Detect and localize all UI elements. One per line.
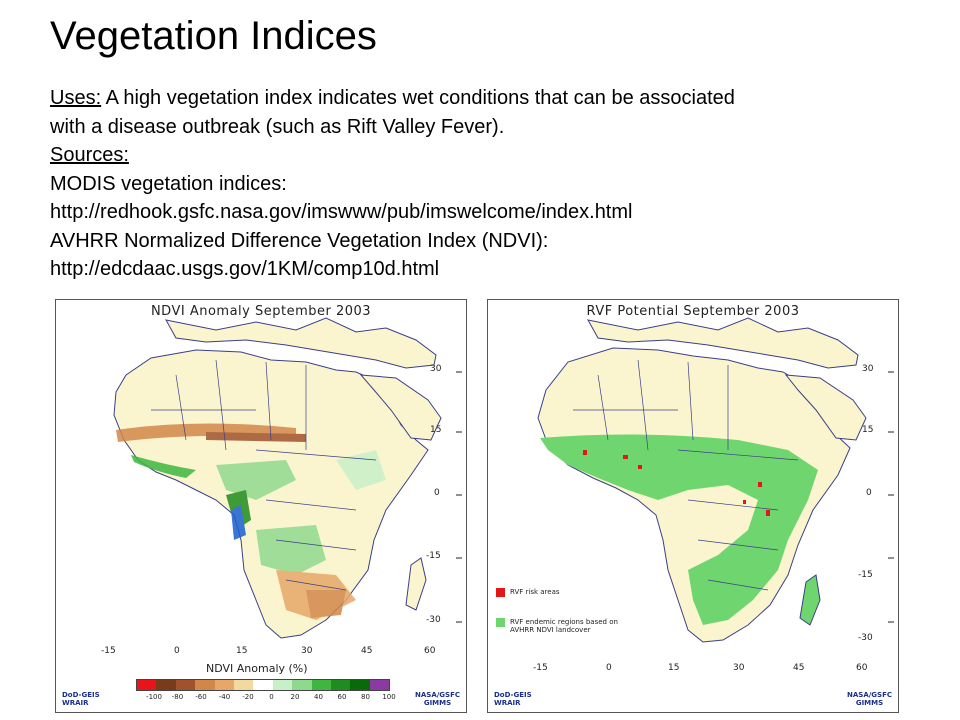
colorbar-swatch <box>292 680 312 690</box>
colorbar-ticks: -100 -80 -60 -40 -20 0 20 40 60 80 100 <box>116 693 416 703</box>
colorbar-tick-label: 60 <box>337 693 347 701</box>
legend-swatch-endemic <box>496 618 505 627</box>
lat-label: 30 <box>430 364 442 374</box>
slide-title: Vegetation Indices <box>50 14 377 58</box>
colorbar-tick-label: 80 <box>361 693 370 701</box>
dod-geis-logo: DoD-GEIS WRAIR <box>62 691 100 707</box>
madagascar <box>405 557 427 611</box>
lat-label: -15 <box>858 570 873 580</box>
colorbar-swatch <box>137 680 157 690</box>
rvf-map-title: RVF Potential September 2003 <box>586 304 800 319</box>
lat-label: 30 <box>862 364 874 374</box>
legend-swatch-risk <box>496 588 505 597</box>
graticule-ticks <box>456 371 462 623</box>
uses-label: Uses: <box>50 87 102 109</box>
colorbar-swatch <box>311 680 331 690</box>
lon-label: 60 <box>424 646 436 656</box>
lon-label: 30 <box>733 663 745 673</box>
rvf-map-graphic <box>537 317 894 643</box>
colorbar-tick-label: 100 <box>382 693 396 701</box>
lon-label: 0 <box>174 646 180 656</box>
ndvi-anomaly-map: NDVI Anomaly September 2003 30 15 0 -15 … <box>55 299 467 713</box>
lat-label: 0 <box>434 488 440 498</box>
source-2-url[interactable]: http://edcdaac.usgs.gov/1KM/comp10d.html <box>50 258 440 280</box>
country-borders <box>573 359 799 591</box>
source-2-name: AVHRR Normalized Difference Vegetation I… <box>50 229 549 252</box>
colorbar-title: NDVI Anomaly (%) <box>206 662 308 675</box>
ndvi-map-graphic <box>113 317 462 639</box>
lat-label: -15 <box>426 551 441 561</box>
sources-label: Sources: <box>50 144 129 166</box>
rvf-risk-areas <box>583 450 770 516</box>
colorbar-swatch <box>369 680 390 690</box>
nasa-gsfc-logo: NASA/GSFC GIMMS <box>847 691 892 707</box>
lon-label: 30 <box>301 646 313 656</box>
lon-label: -15 <box>533 663 548 673</box>
rvf-endemic-regions <box>540 434 818 625</box>
lat-label: -30 <box>426 615 441 625</box>
lon-label: 0 <box>606 663 612 673</box>
lat-label: 15 <box>862 425 874 435</box>
colorbar-tick-label: 40 <box>314 693 323 701</box>
europe-coast <box>587 317 859 369</box>
colorbar-tick-label: 20 <box>290 693 300 701</box>
nasa-gsfc-logo: NASA/GSFC GIMMS <box>415 691 460 707</box>
colorbar-tick-label: -80 <box>171 693 184 701</box>
colorbar-swatch <box>272 680 293 690</box>
lon-label: 45 <box>793 663 805 673</box>
lat-label: 15 <box>430 425 442 435</box>
lon-label: -15 <box>101 646 116 656</box>
lon-label: 60 <box>856 663 868 673</box>
colorbar-swatch <box>195 680 215 690</box>
colorbar-swatch <box>350 680 370 690</box>
legend-label-risk: RVF risk areas <box>510 588 560 596</box>
lat-label: -30 <box>858 633 873 643</box>
lon-label: 15 <box>236 646 248 656</box>
source-1-url[interactable]: http://redhook.gsfc.nasa.gov/imswww/pub/… <box>50 201 633 223</box>
colorbar-tick-label: -60 <box>195 693 207 701</box>
lon-label: 45 <box>361 646 373 656</box>
madagascar <box>799 574 821 626</box>
uses-text-1: A high vegetation index indicates wet co… <box>101 87 735 109</box>
colorbar-tick-label: -40 <box>218 693 231 701</box>
rvf-potential-map: RVF Potential September 2003 30 15 0 -15… <box>487 299 899 713</box>
colorbar-swatch <box>214 680 234 690</box>
uses-text-2: with a disease outbreak (such as Rift Va… <box>50 115 505 138</box>
colorbar-tick-label: -100 <box>146 693 162 701</box>
dod-geis-logo: DoD-GEIS WRAIR <box>494 691 532 707</box>
ndvi-anomaly-patches <box>116 423 386 620</box>
colorbar-tick-label: -20 <box>242 693 254 701</box>
country-borders <box>151 359 377 591</box>
colorbar-swatch <box>330 680 351 690</box>
arabian-peninsula <box>359 374 442 441</box>
europe-coast <box>165 317 437 369</box>
lat-label: 0 <box>866 488 872 498</box>
ndvi-map-title: NDVI Anomaly September 2003 <box>150 304 372 319</box>
colorbar-tick-label: 0 <box>269 693 274 701</box>
legend-label-endemic: RVF endemic regions based on AVHRR NDVI … <box>510 618 618 634</box>
source-1-name: MODIS vegetation indices: <box>50 172 287 195</box>
arabian-peninsula <box>784 374 867 441</box>
colorbar-swatch <box>233 680 254 690</box>
graticule-ticks <box>888 371 894 623</box>
colorbar-swatch <box>175 680 196 690</box>
colorbar-swatch <box>156 680 176 690</box>
body-text: Uses: A high vegetation index indicates … <box>50 84 930 284</box>
colorbar-swatch <box>253 680 273 690</box>
lon-label: 15 <box>668 663 680 673</box>
ndvi-colorbar <box>136 679 390 691</box>
uses-line-1: Uses: A high vegetation index indicates … <box>50 84 930 113</box>
